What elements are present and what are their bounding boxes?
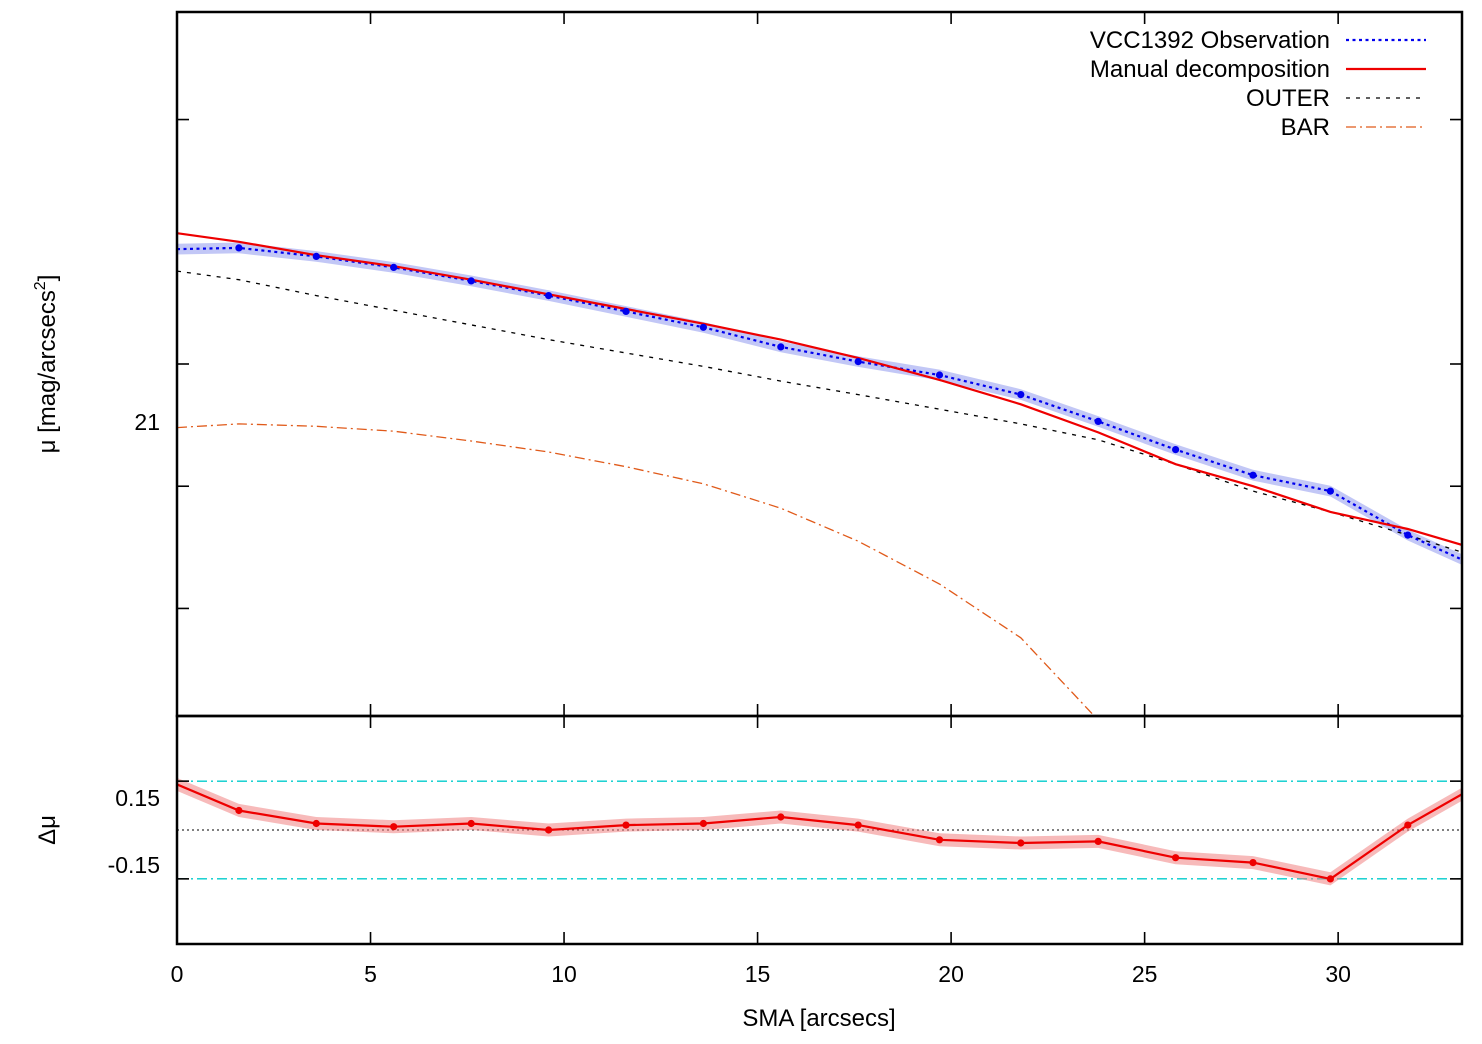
x-tick-label-20: 20 xyxy=(938,961,964,987)
y-tick-label-21: 21 xyxy=(134,409,160,435)
data-point-residual xyxy=(1094,837,1102,846)
error-band-residual xyxy=(177,777,1462,886)
data-point-vcc1392-observation xyxy=(545,292,553,300)
data-point-residual xyxy=(1404,821,1412,829)
bottom-plot-frame xyxy=(175,714,1464,946)
y-axis-label-main: μ [mag/arcsecs xyxy=(34,290,61,453)
data-point-vcc1392-observation xyxy=(777,343,785,351)
data-point-vcc1392-observation xyxy=(312,252,320,260)
y-tick-label-minus-0.15: -0.15 xyxy=(108,852,160,878)
data-point-vcc1392-observation xyxy=(622,307,630,315)
y-tick-label-0.15: 0.15 xyxy=(115,785,160,811)
data-point-residual xyxy=(1172,854,1180,862)
legend-label-outer: OUTER xyxy=(1246,85,1330,112)
data-point-residual xyxy=(1326,875,1334,883)
series-line-outer xyxy=(177,270,1462,553)
data-point-vcc1392-observation xyxy=(390,263,398,271)
data-point-vcc1392-observation xyxy=(935,371,944,379)
x-tick-label-10: 10 xyxy=(551,961,577,987)
y-axis-label-bottom: Δμ xyxy=(34,815,61,845)
data-point-residual xyxy=(854,821,862,829)
series-line-manual-decomposition xyxy=(177,232,1462,546)
data-point-vcc1392-observation xyxy=(1249,471,1257,479)
x-tick-label-5: 5 xyxy=(364,961,377,987)
data-point-residual xyxy=(312,819,320,828)
data-point-vcc1392-observation xyxy=(699,323,708,331)
data-point-vcc1392-observation xyxy=(1404,531,1412,539)
x-tick-label-25: 25 xyxy=(1132,961,1158,987)
data-point-residual xyxy=(935,836,944,844)
series-line-bar xyxy=(177,423,1095,716)
legend-label-vcc1392-observation: VCC1392 Observation xyxy=(1090,27,1330,54)
series-line-vcc1392-observation xyxy=(177,246,1462,561)
x-tick-label-0: 0 xyxy=(171,961,184,987)
top-plot-frame xyxy=(175,10,1464,718)
data-point-vcc1392-observation xyxy=(1017,391,1025,399)
data-point-residual xyxy=(467,819,475,828)
x-tick-label-30: 30 xyxy=(1325,961,1351,987)
y-axis-label-close: ] xyxy=(34,275,61,282)
data-point-vcc1392-observation xyxy=(1094,417,1102,425)
data-point-residual xyxy=(622,821,630,829)
bottom-panel: 0.15 -0.15 Δμ 0 5 10 15 20 25 30 SMA [arcsecs] xyxy=(34,714,1464,1032)
data-point-residual xyxy=(1249,859,1257,867)
x-tick-label-15: 15 xyxy=(745,961,771,987)
svg-text:μ [mag/arcsecs2]: μ [mag/arcsecs2] xyxy=(32,275,61,454)
legend-label-manual-decomposition: Manual decomposition xyxy=(1090,56,1330,83)
data-point-vcc1392-observation xyxy=(854,358,862,366)
x-axis-label: SMA [arcsecs] xyxy=(742,1005,895,1032)
data-point-residual xyxy=(235,806,243,815)
data-point-vcc1392-observation xyxy=(1172,446,1180,454)
data-point-vcc1392-observation xyxy=(1326,487,1334,495)
data-point-vcc1392-observation xyxy=(467,277,475,285)
data-point-residual xyxy=(699,819,708,828)
top-panel: 21 μ [mag/arcsecs2] VCC1392 ObservationM… xyxy=(32,10,1464,718)
error-band-vcc1392-observation xyxy=(177,242,1462,565)
data-point-vcc1392-observation xyxy=(235,244,243,252)
data-point-residual xyxy=(777,813,785,821)
y-axis-label-superscript: 2 xyxy=(32,281,49,290)
y-axis-label-top: μ [mag/arcsecs2] xyxy=(32,275,61,454)
legend-label-bar: BAR xyxy=(1281,114,1330,141)
data-point-residual xyxy=(1017,839,1025,847)
data-point-residual xyxy=(545,826,553,834)
data-point-residual xyxy=(390,823,398,831)
series-line-residual xyxy=(177,783,1462,881)
